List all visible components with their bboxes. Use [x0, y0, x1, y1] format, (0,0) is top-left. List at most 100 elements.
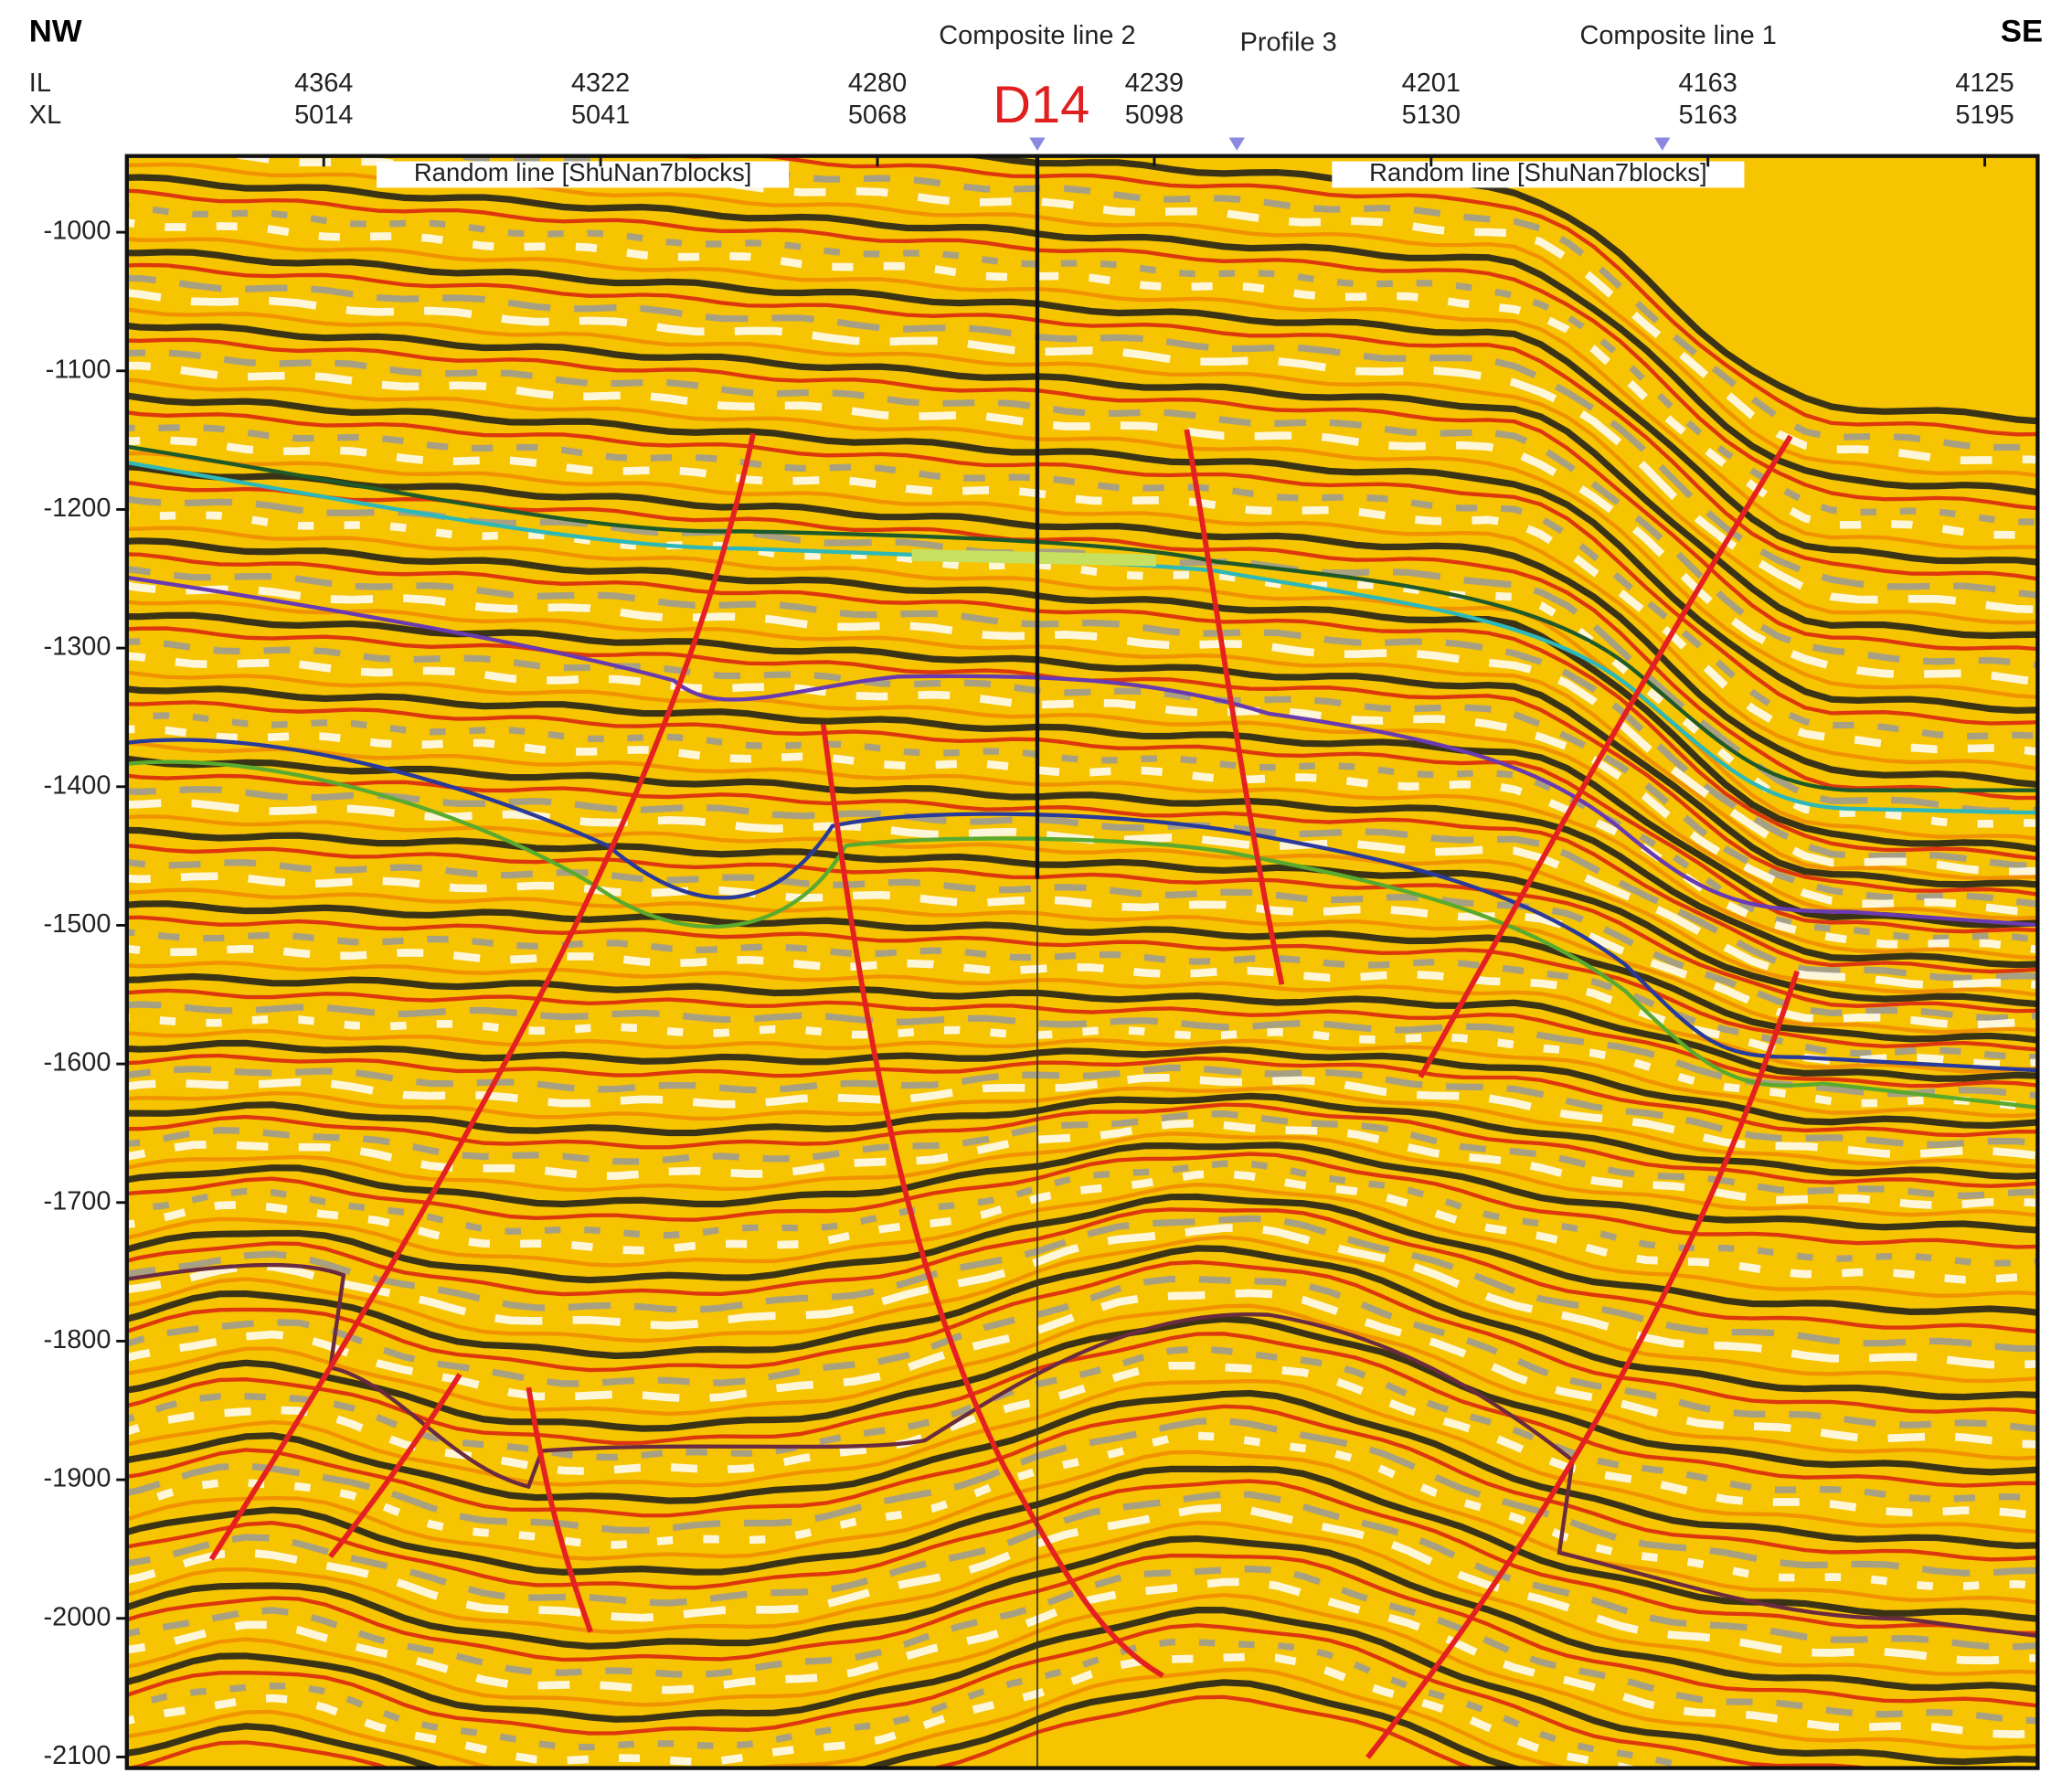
seismic-reflector: [126, 1417, 2038, 1577]
label-box: [377, 161, 790, 188]
seismic-reflector: [869, 155, 2038, 425]
seismic-reflector: [126, 392, 2038, 714]
seismic-reflector: [126, 218, 2038, 539]
seismic-reflector: [126, 1259, 2038, 1415]
seismic-reflector: [126, 1235, 2038, 1384]
seismic-reflector: [126, 1332, 2038, 1488]
seismic-reflector: [126, 972, 2038, 1082]
horizon: [126, 738, 2038, 1073]
seismic-reflector: [126, 1001, 2038, 1099]
il-tick-label: 4201: [1402, 69, 1461, 98]
seismic-reflector: [126, 566, 2038, 869]
seismic-reflector: [126, 1431, 2038, 1591]
seismic-reflector: [126, 1224, 2038, 1369]
y-tick-label: -1300: [44, 632, 112, 662]
seismic-reflector: [126, 1450, 2038, 1605]
seismic-reflector: [126, 361, 2038, 686]
il-tick-label: 4125: [1955, 69, 2014, 98]
seismic-reflector: [126, 725, 2038, 954]
seismic-reflector: [126, 740, 2038, 961]
seismic-reflector: [126, 262, 2038, 581]
xl-tick-label: 5163: [1679, 101, 1737, 130]
xl-tick-label: 5195: [1955, 101, 2014, 130]
y-tick-label: -2100: [44, 1741, 112, 1770]
seismic-reflector: [126, 700, 2038, 934]
marker-label: Profile 3: [1240, 27, 1337, 57]
seismic-reflector: [126, 872, 2038, 1029]
seismic-reflector: [126, 900, 2038, 1044]
seismic-reflector: [126, 1131, 2038, 1218]
seismic-reflector: [126, 814, 2038, 997]
seismic-reflector: [126, 773, 2038, 974]
seismic-reflector: [126, 1193, 2038, 1316]
seismic-reflector: [126, 1639, 1705, 1768]
seismic-reflector: [126, 1053, 2038, 1138]
y-tick-label: -1600: [44, 1048, 112, 1078]
seismic-reflector: [126, 1503, 2038, 1665]
seismic-reflector: [126, 322, 2038, 640]
seismic-reflector: [126, 712, 2038, 943]
seismic-reflector: [126, 1361, 2038, 1520]
y-tick-label: -1700: [44, 1186, 112, 1216]
seismic-reflector: [126, 915, 2038, 1052]
marker-triangle: [1029, 137, 1046, 151]
seismic-reflector: [126, 1207, 2038, 1334]
y-tick-label: -1000: [44, 217, 112, 246]
fault: [1418, 434, 1793, 1078]
marker-label: Composite line 1: [1579, 21, 1776, 50]
seismic-reflector: [126, 274, 2038, 599]
seismic-reflector: [126, 1315, 2038, 1476]
seismic-reflector: [126, 1245, 2038, 1401]
horizon: [126, 575, 2038, 928]
seismic-reflector: [126, 174, 2038, 496]
y-tick-label: -1500: [44, 909, 112, 939]
seismic-reflector: [126, 202, 2038, 526]
seismic-reflector: [126, 1289, 2038, 1449]
seismic-reflector: [126, 1577, 2038, 1739]
horizon: [126, 759, 2038, 1110]
fault: [1365, 970, 1801, 1759]
horizon: [126, 1262, 2038, 1639]
seismic-reflector: [126, 1389, 2038, 1549]
corner-right: SE: [2001, 14, 2043, 48]
seismic-reflector: [126, 929, 2038, 1061]
interpretation: [126, 429, 2038, 1759]
seismic-reflector: [126, 755, 2038, 969]
marker-triangle: [1228, 137, 1245, 151]
seismic-reflector: [126, 843, 2038, 1014]
fault: [526, 1386, 593, 1633]
seismic-reflector: [126, 1303, 2038, 1460]
seismic-reflector: [126, 1039, 2038, 1130]
il-tick-label: 4322: [571, 69, 630, 98]
seismic-reflector: [126, 581, 2038, 876]
seismic-reflector: [126, 988, 2038, 1088]
seismic-reflector: [126, 1064, 2038, 1149]
seismic-reflector: [126, 1667, 1576, 1768]
il-tick-label: 4239: [1125, 69, 1184, 98]
seismic-reflector: [126, 1092, 2038, 1180]
seismic-reflector: [126, 652, 2038, 917]
seismic-reflector: [126, 1086, 2038, 1169]
seismic-reflector: [126, 887, 2038, 1035]
seismic-reflector: [126, 1345, 2038, 1503]
seismic-reflector: [126, 1679, 1528, 1768]
seismic-reflector: [126, 1073, 2038, 1160]
seismic-reflector: [126, 1553, 2038, 1708]
seismic-reflector: [126, 1534, 2038, 1693]
xl-tick-label: 5130: [1402, 101, 1461, 130]
fault: [208, 432, 756, 1561]
y-tick-label: -1400: [44, 770, 112, 800]
xl-label: XL: [29, 101, 61, 130]
seismic-reflector: [126, 349, 2038, 669]
seismic-reflector: [126, 1169, 2038, 1284]
seismic-reflector: [126, 944, 2038, 1068]
seismic-reflector: [126, 1623, 1878, 1768]
seismic-reflector: [126, 188, 2038, 511]
seismic-reflector: [126, 1479, 2038, 1635]
fault: [328, 1373, 462, 1559]
xl-tick-label: 5041: [571, 101, 630, 130]
seismic-reflector: [126, 1607, 2038, 1766]
seismic-reflector: [126, 1152, 2038, 1249]
seismic-reflector: [126, 451, 2038, 771]
